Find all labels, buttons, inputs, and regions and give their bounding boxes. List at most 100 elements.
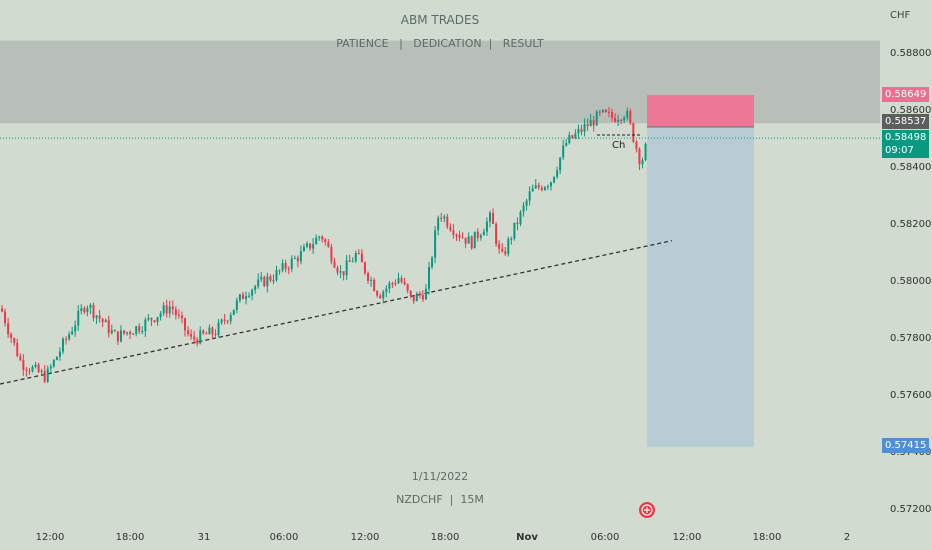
candle-body [174,309,177,316]
candle-body [592,119,595,126]
candle-body [245,296,247,300]
candle-body [406,284,409,291]
candle-body [482,231,485,236]
candle-body [205,333,208,335]
candle-body [92,304,95,318]
candle-body [623,117,626,121]
candle-body [638,148,641,165]
candle-body [601,109,604,112]
candle-body [214,333,217,335]
candle-body [113,330,116,332]
candle-body [287,268,290,270]
candle-body [559,157,562,171]
candle-body [571,135,574,138]
candle-body [553,176,556,183]
candle-body [257,279,260,287]
candle-body [595,111,598,126]
candle-body [37,364,40,373]
candle-body [156,317,159,322]
y-tick-label: 0.57600 [890,390,931,401]
candle-body [604,109,607,113]
target-zone[interactable] [647,126,754,447]
candle-body [577,128,580,134]
candle-body [473,231,476,249]
candle-body [86,308,89,312]
candle-body [126,332,129,334]
candle-body [150,317,153,321]
stop-zone[interactable] [647,95,754,127]
candle-body [528,191,531,201]
x-tick-label: 06:00 [591,532,620,543]
candle-body [367,273,369,281]
candle-body [342,271,345,276]
trendline[interactable] [0,240,673,385]
candle-body [187,330,190,335]
candle-body [284,263,287,269]
candle-body [144,319,147,332]
candle-body [40,370,43,373]
candle-body [7,323,10,335]
candle-body [177,315,180,317]
candle-body [614,117,617,122]
candle-body [129,332,132,335]
candle-body [165,305,168,314]
candle-body [409,290,412,297]
candle-body [479,235,482,238]
candle-body [123,330,125,334]
candle-body [290,258,293,269]
candle-body [376,291,379,296]
x-tick-label: 12:00 [673,532,702,543]
candle-body [202,330,205,334]
candle-body [135,326,138,334]
candle-body [293,257,296,259]
candle-body [424,288,427,300]
candle-body [229,314,232,322]
candle-body [531,188,534,192]
candle-body [254,286,257,290]
candle-body [62,338,64,352]
candle-body [107,320,110,334]
candle-body [147,317,150,320]
candle-body [492,212,495,224]
candle-body [327,242,330,247]
candle-body [498,243,501,249]
candle-body [251,289,254,296]
candle-body [644,143,647,161]
candle-body [525,200,528,206]
candle-body [379,295,382,299]
candle-body [626,110,629,118]
candle-body [470,236,473,249]
candle-body [556,170,559,177]
candle-body [138,326,141,332]
candle-body [104,320,107,323]
y-tick-label: 0.57200 [890,504,931,515]
stop-price-badge: 0.58649 [882,87,930,102]
y-tick-label: 0.58600 [890,105,931,116]
candle-body [141,331,144,333]
candle-body [412,296,415,302]
candle-body [440,217,443,219]
candle-body [400,278,403,283]
candle-body [543,187,546,190]
candle-body [101,318,104,323]
candle-body [74,325,77,332]
candle-body [223,319,226,321]
candle-body [248,295,251,297]
alert-button[interactable] [639,502,655,518]
time-axis[interactable]: 12:00 18:00 31 06:00 12:00 18:00 Nov 06:00 12:00… [36,532,851,543]
candle-body [281,263,284,271]
candle-body [299,251,302,262]
x-tick-label: 31 [198,532,211,543]
candle-body [238,294,241,301]
candle-body [153,320,156,322]
candle-body [607,112,610,114]
candle-body [391,283,394,285]
candle-body [583,124,586,132]
candle-body [220,319,223,323]
watermark-title: ABM TRADES [400,13,480,27]
candle-body [516,222,519,225]
x-tick-label: 2 [844,532,850,543]
candle-body [83,308,86,312]
